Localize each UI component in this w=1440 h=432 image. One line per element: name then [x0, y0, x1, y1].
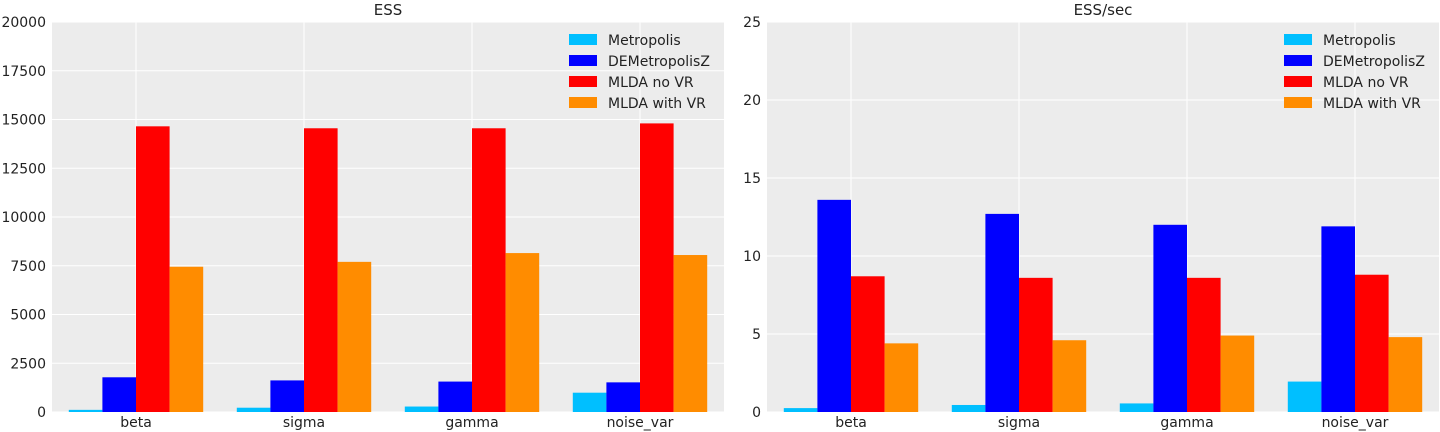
ess-bar-mlda-no-vr-beta: [136, 126, 170, 412]
ess-bar-mlda-with-vr-beta: [169, 266, 204, 412]
ess-y-axis: 0 2500 5000 7500 10000 12500 15000 17500 20000: [1, 15, 46, 421]
ess-per-sec-bar-metropolis-gamma: [1119, 403, 1154, 412]
ess-ytick-label: 7500: [10, 259, 46, 275]
ess-ytick-label: 2500: [10, 356, 46, 372]
ess-per-sec-xtick-label-beta: beta: [835, 415, 867, 431]
ess-per-sec-bar-metropolis-sigma: [951, 404, 986, 412]
ess-per-sec-bars: [783, 199, 1423, 412]
ess-bar-mlda-with-vr-gamma: [505, 253, 540, 412]
ess-per-sec-legend-label-mlda-no-vr: MLDA no VR: [1323, 75, 1409, 91]
ess-xtick-label-sigma: sigma: [283, 415, 325, 431]
ess-per-sec-xtick-label-sigma: sigma: [998, 415, 1040, 431]
ess-legend-label-metropolis: Metropolis: [608, 33, 681, 49]
ess-per-sec-bar-demetropolisz-beta: [817, 199, 851, 412]
ess-legend-label-demetropolisz: DEMetropolisZ: [608, 54, 710, 70]
ess-per-sec-ytick-label: 20: [743, 93, 761, 109]
ess-ytick-label: 5000: [10, 308, 46, 324]
ess-chart: 0 2500 5000 7500 10000 12500 15000 17500 20000 b…: [1, 1, 724, 431]
ess-legend-swatch-metropolis: [569, 34, 597, 45]
ess-legend-swatch-demetropolisz: [569, 55, 597, 66]
ess-bar-mlda-no-vr-noise-var: [640, 123, 674, 413]
ess-per-sec-bar-demetropolisz-noise-var: [1321, 226, 1355, 412]
ess-per-sec-legend-label-mlda-with-vr: MLDA with VR: [1323, 96, 1421, 112]
ess-per-sec-ytick-label: 15: [743, 171, 761, 187]
ess-bar-demetropolisz-gamma: [438, 381, 472, 412]
ess-per-sec-legend-swatch-mlda-no-vr: [1284, 76, 1312, 87]
ess-per-sec-chart: 0 5 10 15 20 25 beta sigma gamma noise_var ESS/s…: [743, 1, 1439, 431]
ess-per-sec-bar-mlda-with-vr-gamma: [1220, 335, 1255, 412]
ess-bar-mlda-no-vr-sigma: [304, 128, 338, 412]
ess-per-sec-bar-demetropolisz-gamma: [1153, 224, 1187, 412]
ess-ytick-label: 0: [37, 405, 46, 421]
ess-per-sec-bar-metropolis-noise-var: [1287, 381, 1322, 412]
ess-ytick-label: 10000: [1, 210, 46, 226]
ess-bar-metropolis-sigma: [236, 407, 271, 412]
ess-per-sec-legend: Metropolis DEMetropolisZ MLDA no VR MLDA wi…: [1284, 33, 1425, 112]
ess-xtick-label-noise-var: noise_var: [607, 415, 674, 431]
ess-per-sec-bar-mlda-with-vr-noise-var: [1388, 337, 1423, 412]
ess-per-sec-ytick-label: 0: [752, 405, 761, 421]
ess-ytick-label: 12500: [1, 161, 46, 177]
ess-per-sec-xtick-label-gamma: gamma: [1160, 415, 1213, 431]
ess-per-sec-x-axis: beta sigma gamma noise_var: [835, 415, 1388, 431]
ess-bar-demetropolisz-sigma: [270, 380, 304, 412]
ess-bar-demetropolisz-beta: [102, 377, 136, 412]
ess-per-sec-bar-mlda-no-vr-noise-var: [1355, 274, 1389, 412]
ess-per-sec-bar-mlda-no-vr-gamma: [1187, 277, 1221, 412]
ess-bar-metropolis-beta: [68, 409, 103, 412]
ess-per-sec-xtick-label-noise-var: noise_var: [1322, 415, 1389, 431]
ess-per-sec-bar-mlda-with-vr-sigma: [1052, 340, 1087, 412]
ess-bar-mlda-with-vr-sigma: [337, 261, 372, 412]
ess-per-sec-legend-label-metropolis: Metropolis: [1323, 33, 1396, 49]
ess-bar-metropolis-gamma: [404, 406, 439, 412]
ess-bar-mlda-no-vr-gamma: [472, 128, 506, 412]
ess-bar-metropolis-noise-var: [572, 392, 607, 412]
ess-per-sec-ytick-label: 25: [743, 15, 761, 31]
ess-per-sec-legend-swatch-metropolis: [1284, 34, 1312, 45]
ess-bar-mlda-with-vr-noise-var: [673, 255, 708, 412]
ess-per-sec-bar-demetropolisz-sigma: [985, 213, 1019, 412]
ess-legend-swatch-mlda-no-vr: [569, 76, 597, 87]
ess-per-sec-legend-swatch-mlda-with-vr: [1284, 97, 1312, 108]
ess-x-axis: beta sigma gamma noise_var: [120, 415, 673, 431]
ess-per-sec-legend-label-demetropolisz: DEMetropolisZ: [1323, 54, 1425, 70]
ess-legend-swatch-mlda-with-vr: [569, 97, 597, 108]
ess-chart-title: ESS: [374, 1, 403, 19]
ess-per-sec-legend-swatch-demetropolisz: [1284, 55, 1312, 66]
ess-ytick-label: 15000: [1, 113, 46, 129]
ess-per-sec-bar-mlda-no-vr-sigma: [1019, 277, 1053, 412]
ess-legend-label-mlda-no-vr: MLDA no VR: [608, 75, 694, 91]
ess-per-sec-ytick-label: 10: [743, 249, 761, 265]
ess-legend: Metropolis DEMetropolisZ MLDA no VR MLDA wi…: [569, 33, 710, 112]
ess-xtick-label-gamma: gamma: [445, 415, 498, 431]
ess-xtick-label-beta: beta: [120, 415, 152, 431]
ess-per-sec-chart-title: ESS/sec: [1074, 1, 1133, 19]
ess-ytick-label: 17500: [1, 64, 46, 80]
ess-bar-demetropolisz-noise-var: [606, 382, 640, 412]
ess-ytick-label: 20000: [1, 15, 46, 31]
ess-per-sec-ytick-label: 5: [752, 327, 761, 343]
ess-per-sec-y-axis: 0 5 10 15 20 25: [743, 15, 761, 421]
ess-legend-label-mlda-with-vr: MLDA with VR: [608, 96, 706, 112]
ess-bars: [68, 123, 708, 413]
ess-per-sec-bar-mlda-no-vr-beta: [851, 276, 885, 412]
ess-per-sec-bar-metropolis-beta: [783, 408, 818, 412]
ess-per-sec-bar-mlda-with-vr-beta: [884, 343, 919, 412]
